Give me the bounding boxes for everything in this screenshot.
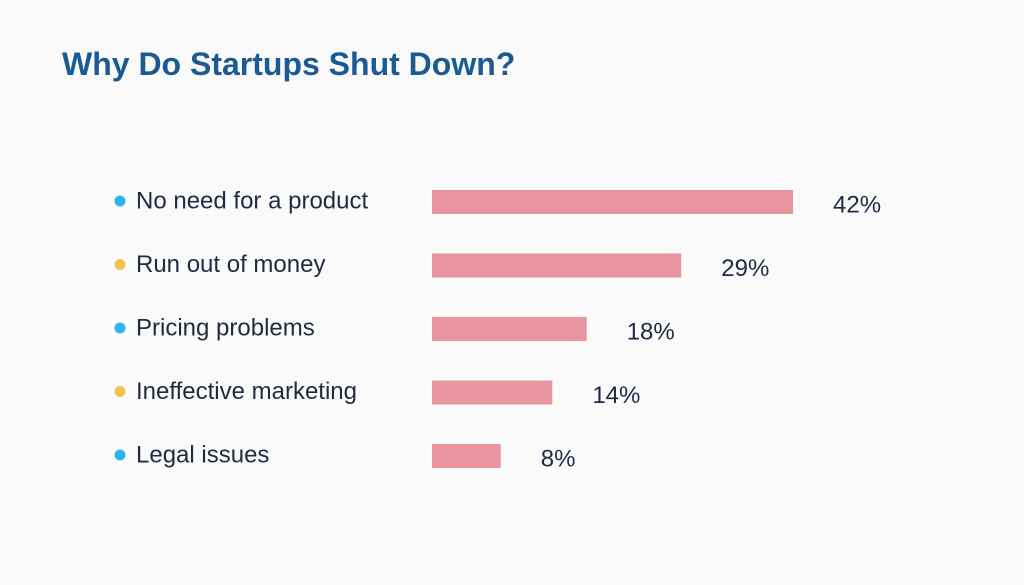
category-label: Run out of money [136,251,325,278]
bullet-dot [114,449,126,461]
bullet-dot [114,259,126,270]
bar [432,444,501,468]
chart-title: Why Do Startups Shut Down? [62,46,516,82]
value-label: 8% [541,446,576,473]
bullet-dot [114,386,126,397]
category-label: No need for a product [136,188,368,215]
bar [432,317,587,341]
bar [432,253,682,278]
bar [432,380,553,405]
bar [432,190,793,214]
category-label: Legal issues [136,442,269,469]
category-label: Pricing problems [136,315,315,342]
value-label: 18% [627,319,675,346]
value-label: 29% [721,255,769,282]
value-label: 42% [833,192,881,219]
value-label: 14% [592,382,640,409]
category-label: Ineffective marketing [136,378,357,405]
bullet-dot [114,195,126,207]
bullet-dot [114,322,126,334]
